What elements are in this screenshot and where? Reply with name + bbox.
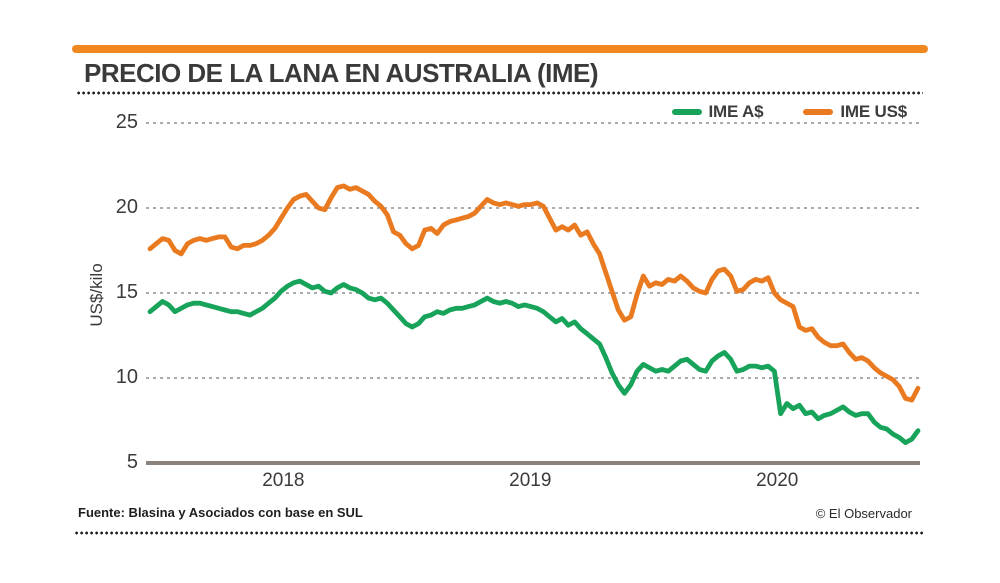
chart-title: PRECIO DE LA LANA EN AUSTRALIA (IME)	[84, 58, 599, 88]
y-tick-label-20: 20	[115, 196, 138, 218]
y-tick-label-5: 5	[126, 451, 138, 473]
legend-label-ime-us: IME US$	[840, 102, 907, 121]
y-tick-label-25: 25	[115, 111, 138, 133]
credit-caption: © El Observador	[815, 506, 912, 521]
legend-swatch-ime-a-icon	[671, 109, 702, 115]
legend-item-ime-us: IME US$	[803, 102, 907, 122]
y-tick-label-15: 15	[115, 281, 138, 303]
x-tick-label-2019: 2019	[509, 470, 552, 491]
legend-label-ime-a: IME A$	[708, 102, 764, 121]
series-line-ime-a	[147, 278, 921, 446]
legend-item-ime-a: IME A$	[671, 102, 764, 122]
x-tick-label-2018: 2018	[262, 470, 305, 491]
source-caption: Fuente: Blasina y Asociados con base en …	[78, 505, 363, 520]
legend-swatch-ime-us-icon	[803, 109, 834, 115]
series-lines	[147, 183, 921, 446]
legend: IME A$ IME US$	[671, 102, 907, 122]
y-tick-label-10: 10	[115, 366, 138, 388]
top-accent-bar	[72, 45, 928, 53]
footer-divider-dotted-line	[75, 531, 925, 535]
x-tick-label-2020: 2020	[756, 470, 799, 491]
title-divider-dotted-line	[77, 91, 923, 95]
series-line-ime-us	[147, 183, 921, 403]
gridlines	[146, 122, 920, 379]
